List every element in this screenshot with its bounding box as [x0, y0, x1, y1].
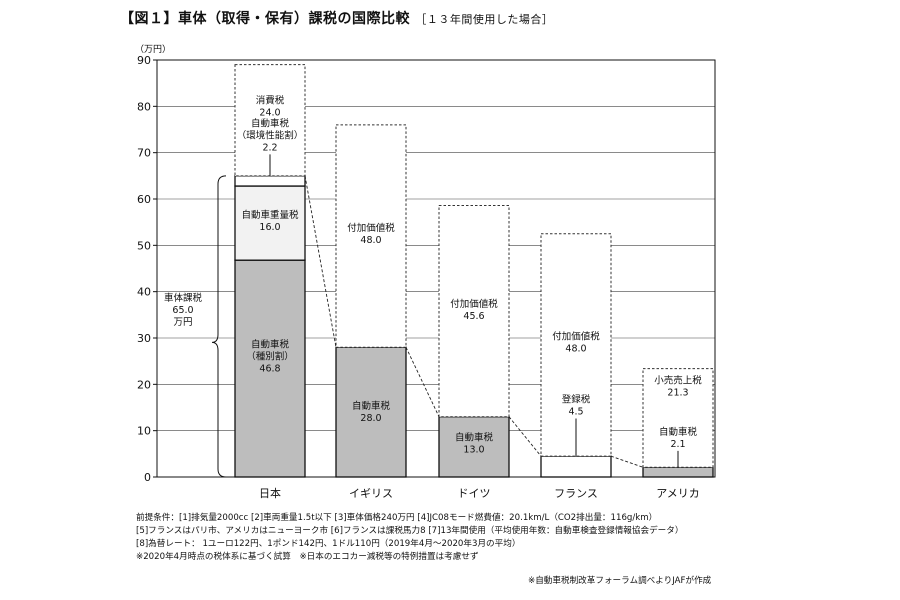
- bar-segment: [234, 259, 306, 478]
- source-note: ※自動車税制改革フォーラム調べよりJAFが作成: [528, 576, 712, 586]
- segment-name-label: 付加価値税: [450, 298, 498, 310]
- segment-name-label: 付加価値税: [347, 222, 395, 234]
- x-category-label: フランス: [554, 487, 598, 500]
- bar-segment: [335, 124, 407, 348]
- segment-value-label: 48.0: [360, 235, 381, 246]
- note-line-1: 前提条件：[1]排気量2000cc [2]車両重量1.5t以下 [3]車体価格2…: [136, 513, 658, 523]
- connector-line: [405, 347, 440, 417]
- segment-name-label: 自動車税: [352, 400, 391, 412]
- bracket: [211, 175, 227, 478]
- segment-value-label: 16.0: [259, 222, 280, 233]
- bar-segment: [642, 466, 714, 478]
- segment-name-label: 消費税: [256, 94, 285, 106]
- bracket-label: 万円: [173, 317, 192, 328]
- bar-segment: [438, 416, 510, 478]
- bar-segment: [540, 455, 612, 478]
- segment-value-label: 2.2: [262, 142, 277, 153]
- segment-name-label: 自動車税: [251, 339, 290, 351]
- segment-name-label: 自動車税: [251, 117, 290, 129]
- segment-name-label: （環境性能割）: [237, 129, 304, 141]
- segment-name-label: 付加価値税: [552, 331, 600, 343]
- segment-name-label: 自動車税: [455, 432, 494, 444]
- bar-segment: [438, 204, 510, 418]
- segment-value-label: 45.6: [463, 311, 484, 322]
- chart-title-main: 【図１】車体（取得・保有）課税の国際比較: [120, 11, 410, 27]
- x-category-label: ドイツ: [458, 487, 491, 500]
- segment-value-label: 46.8: [259, 364, 280, 375]
- segment-value-label: 28.0: [360, 413, 381, 424]
- segment-name-label: 小売売上税: [654, 375, 702, 387]
- y-tick-label: 10: [137, 425, 151, 438]
- segment-name-label: 自動車重量税: [241, 209, 299, 221]
- bar-segment: [642, 368, 714, 468]
- x-category-label: アメリカ: [656, 487, 699, 500]
- segment-value-label: 4.5: [568, 406, 583, 417]
- segment-name-label: （種別割）: [246, 351, 294, 363]
- segment-value-label: 24.0: [259, 107, 280, 118]
- y-tick-label: 20: [137, 378, 151, 391]
- segment-value-label: 2.1: [670, 439, 685, 450]
- x-category-label: 日本: [259, 486, 281, 500]
- y-tick-label: 90: [137, 54, 151, 67]
- segment-value-label: 21.3: [667, 388, 688, 399]
- chart-title-sub: ［１３年間使用した場合］: [415, 13, 554, 26]
- y-tick-label: 70: [137, 147, 151, 160]
- bar-segment: [234, 175, 306, 187]
- segment-name-label: 自動車税: [659, 426, 698, 438]
- connector-line: [610, 455, 644, 468]
- y-tick-label: 40: [137, 286, 151, 299]
- note-line-4: ※2020年4月時点の税体系に基づく試算 ※日本のエコカー減税等の特例措置は考慮…: [136, 552, 479, 562]
- note-line-2: [5]フランスはパリ市、アメリカはニューヨーク市 [6]フランスは課税馬力8 […: [136, 526, 684, 536]
- segment-value-label: 48.0: [565, 344, 586, 355]
- note-line-3: [8]為替レート： 1ユーロ122円、1ポンド142円、1ドル110円（2019…: [136, 539, 521, 549]
- y-tick-label: 80: [137, 100, 151, 113]
- segment-name-label: 登録税: [562, 393, 591, 405]
- y-tick-label: 0: [144, 471, 151, 484]
- notes: 前提条件：[1]排気量2000cc [2]車両重量1.5t以下 [3]車体価格2…: [136, 512, 683, 564]
- y-tick-label: 50: [137, 239, 151, 252]
- bracket-value-label: 65.0: [172, 305, 193, 316]
- bracket-label: 車体課税: [164, 292, 203, 304]
- chart-title: 【図１】車体（取得・保有）課税の国際比較 ［１３年間使用した場合］: [120, 8, 553, 28]
- y-tick-label: 30: [137, 332, 151, 345]
- segment-value-label: 13.0: [463, 445, 484, 456]
- bar-segment: [234, 185, 306, 261]
- plot-frame: [156, 59, 716, 478]
- y-tick-label: 60: [137, 193, 151, 206]
- connector-line: [304, 175, 337, 348]
- y-unit-label: （万円）: [135, 44, 171, 55]
- connector-line: [508, 416, 542, 457]
- x-category-label: イギリス: [349, 487, 393, 500]
